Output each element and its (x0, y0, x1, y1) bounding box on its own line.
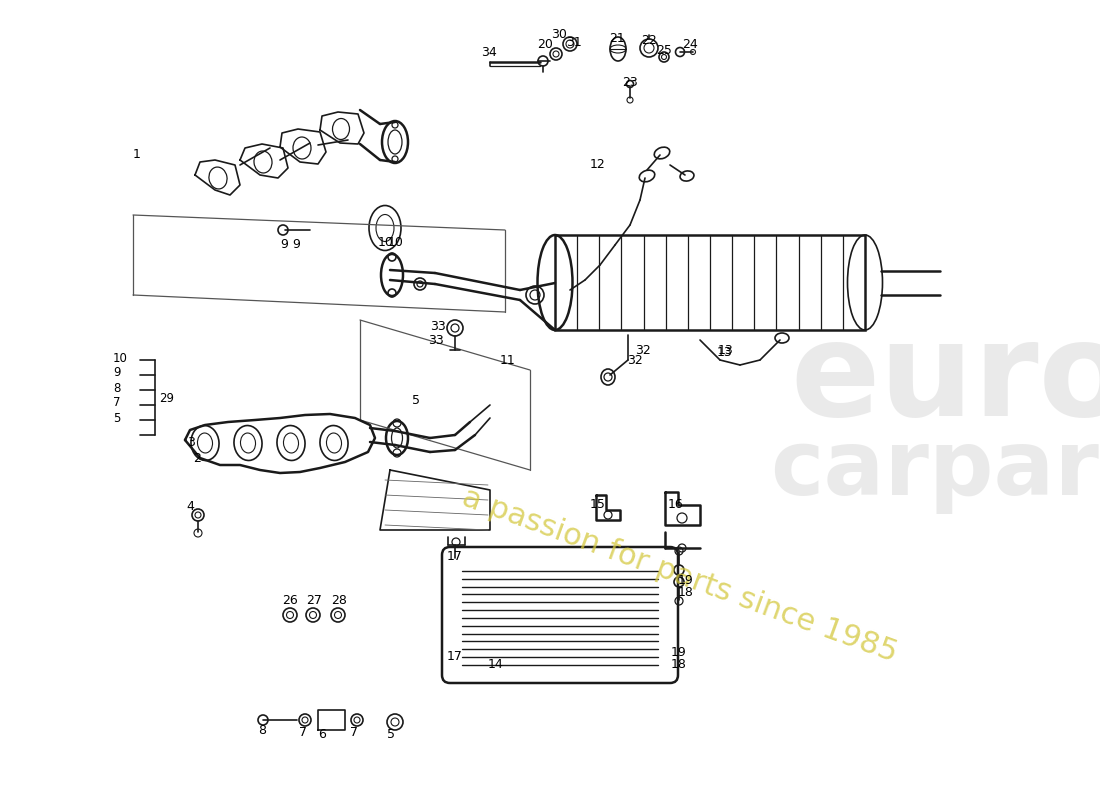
Text: 9: 9 (280, 238, 288, 251)
Text: 18: 18 (678, 586, 694, 598)
Text: 9: 9 (113, 366, 121, 379)
Text: 14: 14 (488, 658, 504, 671)
Text: 5: 5 (387, 727, 395, 741)
Text: 27: 27 (306, 594, 322, 607)
Text: 33: 33 (430, 321, 446, 334)
Text: 19: 19 (678, 574, 694, 586)
Text: 10: 10 (113, 351, 128, 365)
Text: 24: 24 (682, 38, 697, 50)
Text: 34: 34 (481, 46, 497, 58)
Text: 13: 13 (717, 346, 733, 359)
Text: 1: 1 (133, 149, 141, 162)
Text: 5: 5 (412, 394, 420, 406)
Text: 23: 23 (621, 75, 638, 89)
Text: 11: 11 (500, 354, 516, 366)
Text: 10: 10 (388, 235, 404, 249)
Text: 28: 28 (331, 594, 346, 607)
Text: 18: 18 (671, 658, 686, 671)
Text: a passion for parts since 1985: a passion for parts since 1985 (459, 482, 902, 667)
Text: 29: 29 (160, 391, 174, 405)
Text: 21: 21 (609, 31, 625, 45)
Text: 3: 3 (187, 435, 195, 449)
Text: 4: 4 (186, 499, 194, 513)
Text: 32: 32 (627, 354, 642, 366)
Text: 25: 25 (656, 43, 672, 57)
Text: 31: 31 (566, 35, 582, 49)
Text: 20: 20 (537, 38, 553, 51)
Bar (556, 235, 865, 330)
Text: 8: 8 (113, 382, 120, 394)
Text: 15: 15 (590, 498, 606, 511)
Text: 10: 10 (378, 235, 394, 249)
Text: 5: 5 (113, 411, 120, 425)
Text: 7: 7 (299, 726, 307, 738)
Text: 7: 7 (350, 726, 358, 738)
Text: 17: 17 (447, 550, 463, 562)
Text: 22: 22 (641, 34, 657, 46)
Text: 32: 32 (635, 343, 651, 357)
Text: 8: 8 (258, 723, 266, 737)
Text: 2: 2 (192, 451, 201, 465)
Text: 16: 16 (668, 498, 684, 511)
Text: 26: 26 (282, 594, 298, 607)
Text: 17: 17 (447, 650, 463, 663)
Text: 19: 19 (671, 646, 686, 659)
Text: 7: 7 (113, 397, 121, 410)
Text: 9: 9 (292, 238, 300, 250)
Text: 12: 12 (590, 158, 606, 171)
Text: 13: 13 (718, 343, 734, 357)
Text: 6: 6 (318, 729, 326, 742)
Text: 33: 33 (428, 334, 443, 347)
Text: euro: euro (790, 317, 1100, 443)
Text: 30: 30 (551, 29, 566, 42)
Text: carparts: carparts (770, 426, 1100, 514)
